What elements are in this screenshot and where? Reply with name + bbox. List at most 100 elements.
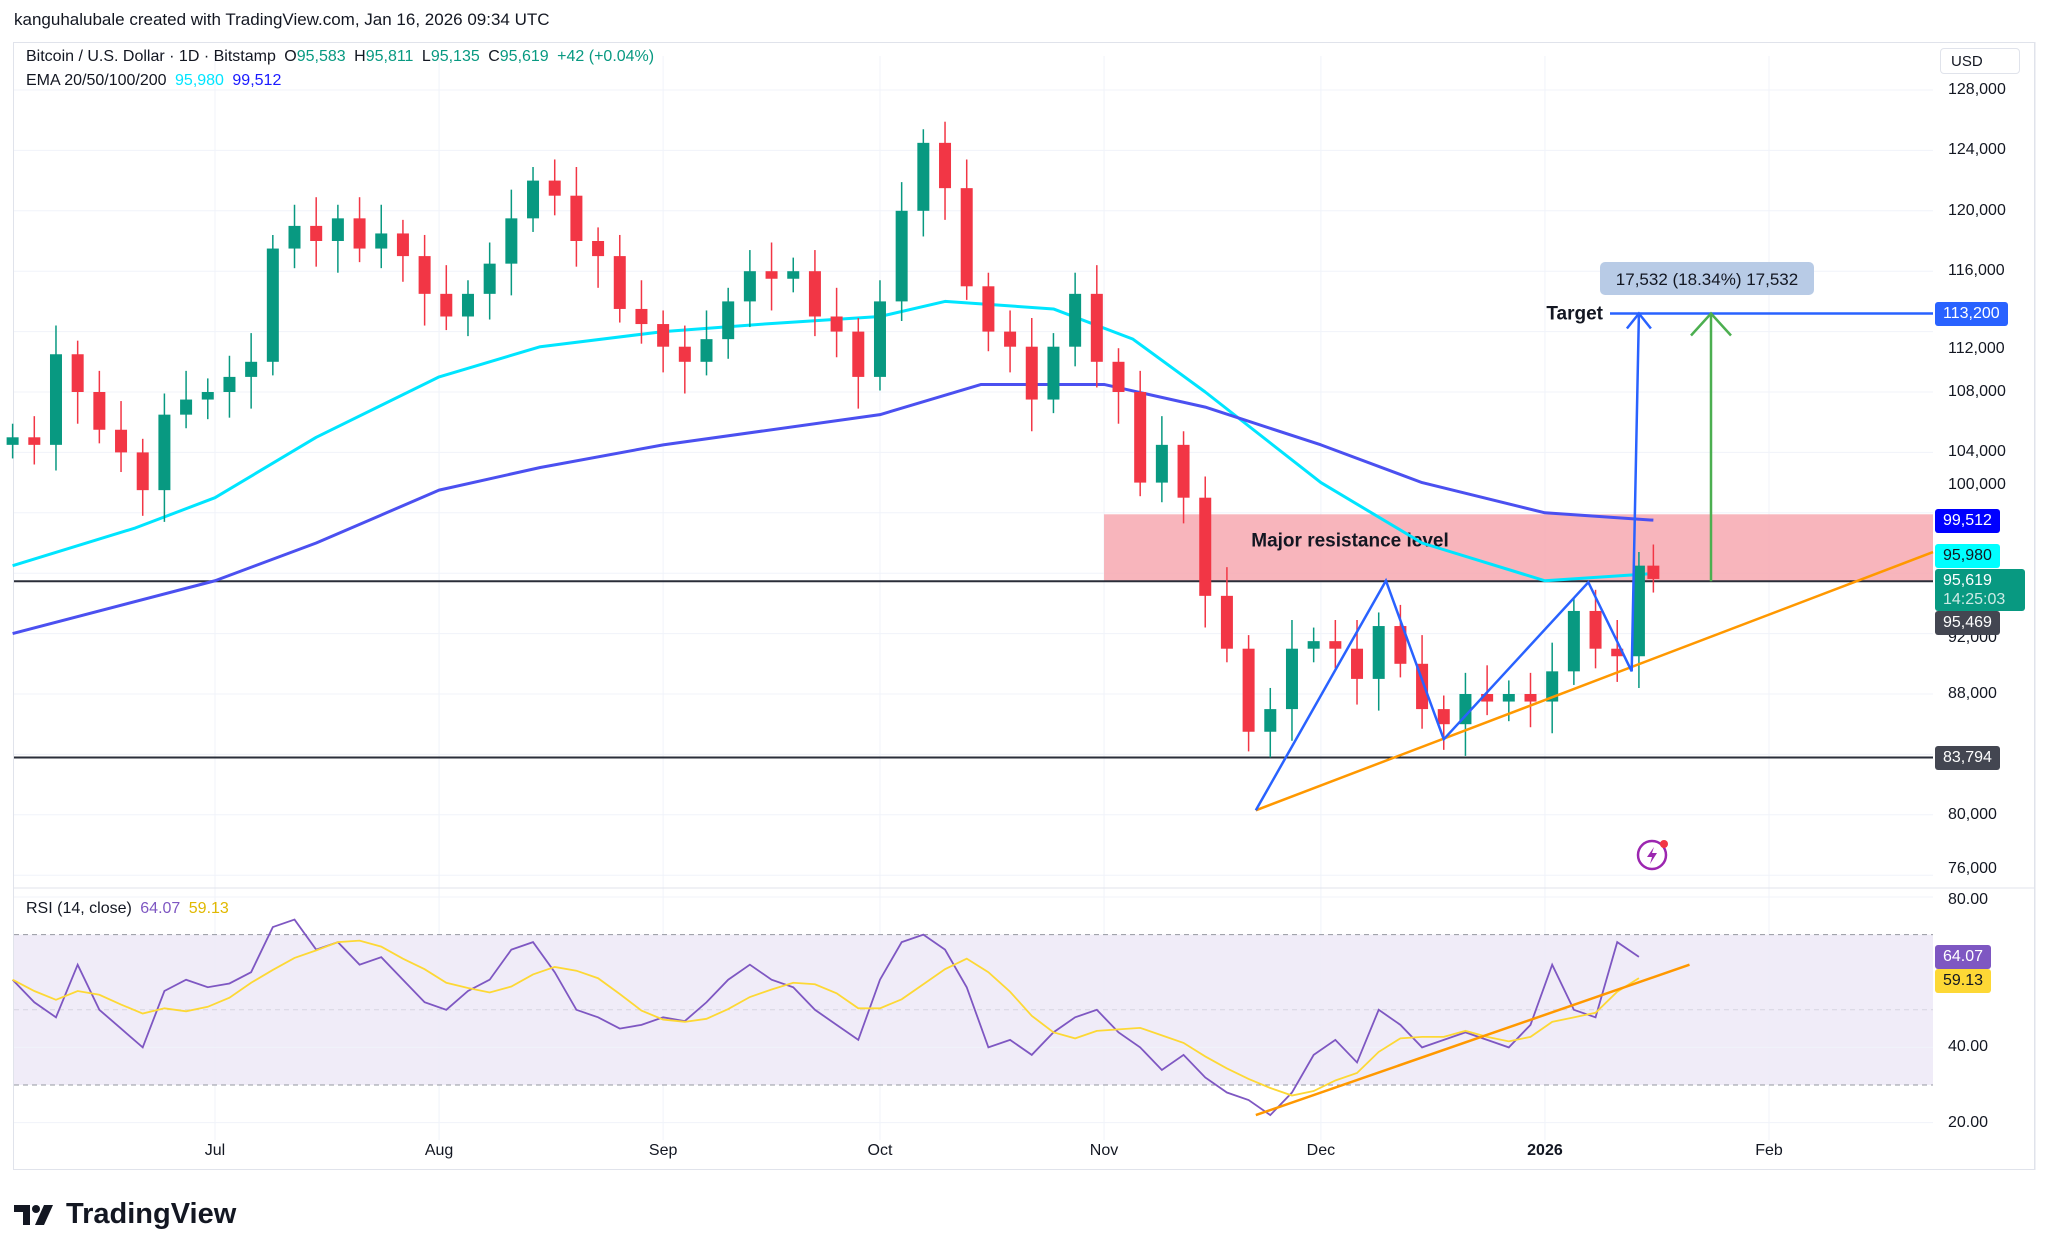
candle-body [310, 225, 323, 241]
candle [1004, 310, 1017, 373]
candle [1220, 567, 1233, 663]
symbol-legend: Bitcoin / U.S. Dollar · 1D · Bitstamp O9… [26, 48, 658, 66]
candle-body [657, 324, 670, 347]
candle-body [765, 271, 778, 279]
measure-arrow-head [1690, 311, 1732, 337]
high-label: H [354, 48, 366, 65]
candle [418, 234, 431, 326]
measure-label: 17,532 (18.34%) 17,532 [1616, 270, 1798, 289]
candle-body [461, 293, 474, 317]
rsi-legend: RSI (14, close) 64.07 59.13 [26, 900, 233, 918]
candle [1264, 687, 1277, 758]
alert-bolt-icon [1636, 839, 1668, 871]
candle [93, 370, 106, 444]
candle [1112, 348, 1125, 424]
candle-body [1459, 694, 1472, 725]
candle [71, 340, 84, 424]
candle [483, 242, 496, 320]
time-tick: Jul [204, 1142, 226, 1159]
target-price-tag: 113,200 [1935, 302, 2008, 326]
candle-body [722, 301, 735, 340]
candle-body [1047, 346, 1060, 400]
tradingview-logo-icon [14, 1204, 53, 1225]
high-value: 95,811 [365, 48, 414, 65]
candle [635, 280, 648, 344]
candle-body [1264, 709, 1277, 732]
price-tick: 80,000 [1948, 805, 1997, 823]
candle-body [418, 256, 431, 294]
low-label: L [421, 48, 431, 65]
candle [375, 204, 388, 269]
candle-body [1394, 626, 1407, 664]
candle-body [1155, 444, 1168, 483]
price-tick: 108,000 [1948, 383, 2006, 400]
candle [657, 310, 670, 373]
candle-body [6, 437, 19, 445]
candle [1647, 544, 1660, 593]
candle-body [960, 188, 973, 287]
brand-name: TradingView [66, 1198, 237, 1230]
tradingview-logo[interactable]: TradingView [14, 1198, 236, 1231]
support-low-tag: 83,794 [1935, 746, 2000, 770]
candle [722, 287, 735, 359]
candle-body [982, 286, 995, 332]
price-tick: 100,000 [1948, 475, 2006, 493]
candle-body [245, 361, 258, 377]
price-tick: 116,000 [1948, 262, 2005, 280]
candle [1589, 589, 1602, 669]
candle [852, 318, 865, 409]
candle [461, 280, 474, 337]
currency-selector[interactable]: USD [1940, 48, 2020, 74]
candle-body [1134, 392, 1147, 483]
candle [548, 159, 561, 216]
measure-label-box [1600, 262, 1814, 295]
candle-body [613, 256, 626, 309]
rsi-line [11, 918, 1640, 1117]
candle-body [1589, 610, 1602, 649]
time-tick: Nov [1089, 1142, 1119, 1159]
candle [6, 423, 19, 459]
candle [201, 378, 214, 420]
candle-body [1437, 709, 1450, 725]
bolt-circle [1636, 839, 1668, 871]
rsi-label[interactable]: RSI (14, close) [26, 900, 132, 917]
candle [527, 167, 540, 232]
candle [331, 204, 344, 273]
candle [1242, 635, 1255, 752]
rsi-value-tag: 64.07 [1935, 945, 1992, 969]
candle-body [115, 429, 128, 453]
candle-body [700, 339, 713, 362]
candle-body [483, 263, 496, 294]
bar-countdown: 14:25:03 [1943, 591, 2006, 608]
candle-body [201, 392, 214, 400]
candle [613, 234, 626, 323]
candle [960, 159, 973, 300]
candle [1567, 597, 1580, 685]
rsi-tick: 80.00 [1948, 891, 1989, 908]
candle-body [375, 233, 388, 249]
candle-body [1069, 293, 1082, 347]
candle [1199, 476, 1212, 628]
candle [1090, 265, 1103, 388]
candle-body [1199, 497, 1212, 596]
candle [700, 310, 713, 376]
candle [180, 370, 193, 429]
candle [440, 265, 453, 331]
candle-body [1285, 648, 1298, 710]
time-tick: Oct [867, 1142, 893, 1159]
candle-body [743, 271, 756, 302]
time-tick: Aug [424, 1142, 454, 1159]
low-value: 95,135 [430, 48, 480, 65]
candle-body [548, 180, 561, 196]
candle-body [1220, 595, 1233, 649]
candle [49, 325, 62, 471]
ema-legend: EMA 20/50/100/200 95,980 99,512 [26, 72, 285, 90]
candle [765, 242, 778, 311]
candle-body [1647, 565, 1660, 579]
symbol-title[interactable]: Bitcoin / U.S. Dollar · 1D · Bitstamp [26, 48, 276, 65]
ema-label[interactable]: EMA 20/50/100/200 [26, 72, 167, 89]
candle [830, 287, 843, 358]
candle-body [678, 346, 691, 362]
candle-body [852, 331, 865, 377]
